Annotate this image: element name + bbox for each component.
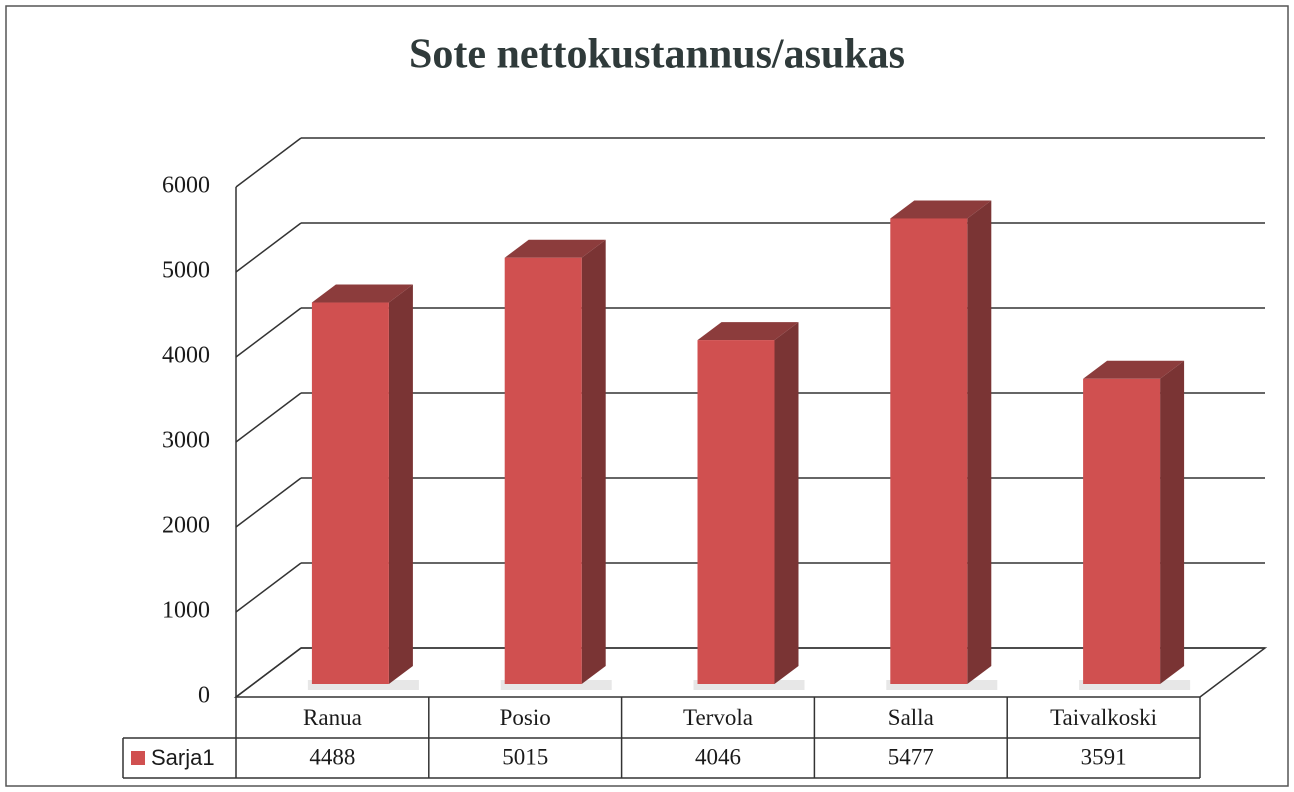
- bar: [504, 257, 582, 684]
- legend-label: Sarja1: [151, 745, 215, 770]
- bar: [311, 302, 389, 684]
- bar: [1083, 378, 1161, 684]
- chart-border: [5, 5, 1289, 787]
- chart-title: Sote nettokustannus/asukas: [409, 32, 905, 78]
- grid-line: [235, 392, 302, 443]
- data-label: 4488: [309, 744, 355, 769]
- y-tick-label: 6000: [162, 173, 210, 199]
- bar: [890, 218, 968, 684]
- grid-line: [235, 562, 302, 613]
- x-tick-label: Posio: [500, 705, 551, 730]
- bar-shadow: [693, 680, 805, 690]
- bar-shadow: [1079, 680, 1191, 690]
- bar-shadow: [307, 680, 419, 690]
- bar-side: [581, 239, 606, 684]
- x-tick-label: Salla: [888, 705, 934, 730]
- grid-line: [235, 137, 302, 188]
- bar-side: [967, 200, 992, 684]
- grid-line: [235, 222, 302, 273]
- data-label: 3591: [1081, 744, 1127, 769]
- grid-line: [235, 477, 302, 528]
- grid-line: [235, 307, 302, 358]
- x-tick-label: Tervola: [683, 705, 753, 730]
- bar-top: [311, 284, 413, 303]
- bar-top: [697, 322, 799, 341]
- y-tick-label: 1000: [162, 598, 210, 624]
- x-tick-label: Taivalkoski: [1050, 705, 1157, 730]
- data-label: 5015: [502, 744, 548, 769]
- y-tick-label: 2000: [162, 513, 210, 539]
- bar-side: [1160, 360, 1185, 684]
- y-tick-label: 0: [198, 683, 210, 709]
- bar-top: [1083, 360, 1185, 379]
- bar-side: [388, 284, 413, 684]
- data-label: 5477: [888, 744, 934, 769]
- bar-top: [504, 239, 606, 258]
- bar: [697, 340, 775, 684]
- y-tick-label: 4000: [162, 343, 210, 369]
- x-tick-label: Ranua: [303, 705, 362, 730]
- bar-top: [890, 200, 992, 219]
- data-label: 4046: [695, 744, 741, 769]
- bar-shadow: [886, 680, 998, 690]
- grid-line: [235, 647, 302, 698]
- bar-shadow: [500, 680, 612, 690]
- bar-side: [774, 322, 799, 684]
- legend-swatch: [131, 751, 145, 765]
- y-tick-label: 5000: [162, 258, 210, 284]
- y-tick-label: 3000: [162, 428, 210, 454]
